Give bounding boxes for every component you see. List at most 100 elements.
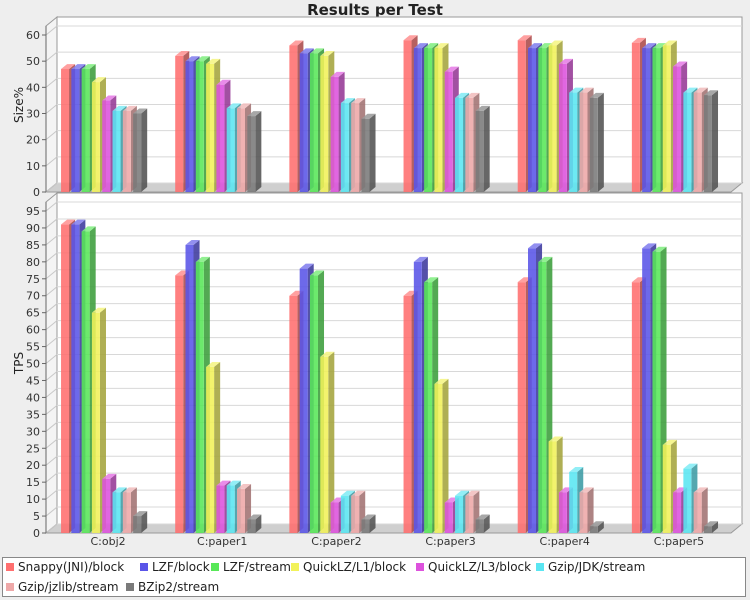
chart-title: Results per Test [307,1,443,19]
legend-label: Gzip/JDK/stream [548,560,646,574]
legend-item: QuickLZ/L3/block [416,560,531,574]
grid-line-side [45,218,58,229]
y-tick-label: 35 [26,408,40,421]
y-tick-label: 0 [33,527,40,540]
bar-quicklz-l1-block-3 [434,378,449,533]
bar-bzip2-stream-4 [589,521,604,533]
grid-line-side [45,506,58,517]
legend-label: BZip2/stream [138,580,220,594]
y-tick-label: 30 [26,425,40,438]
category-label: C:paper3 [425,535,475,548]
y-tick-label: 15 [26,476,40,489]
y-tick-label: 30 [26,108,40,121]
bar-gzip-jzlib-stream-5 [693,487,708,533]
grid-line-side [45,201,58,212]
grid-line-side [45,404,58,415]
bar-bzip2-stream-2 [361,113,376,192]
y-tick-label: 50 [26,55,40,68]
bar-bzip2-stream-5 [703,90,719,192]
legend-swatch [416,563,424,571]
bar-bzip2-stream-3 [475,514,490,533]
grid-line-side [45,388,58,398]
bar-bzip2-stream-2 [361,514,376,533]
grid-line-side [45,455,58,466]
bar-bzip2-stream-5 [703,521,719,533]
y-tick-label: 20 [26,459,40,472]
bar-gzip-jzlib-stream-4 [579,487,594,533]
legend-label: QuickLZ/L3/block [428,560,532,574]
y-tick-label: 5 [33,510,40,523]
grid-line-side [45,286,58,297]
size-panel: 0 10 20 30 40 50 60 Size% [12,15,744,199]
legend-label: LZF/stream [223,560,291,574]
bar-bzip2-stream-4 [589,92,604,192]
y-tick-label: 10 [26,160,40,173]
legend-label: QuickLZ/L1/block [303,560,407,574]
y-tick-label: 50 [26,358,40,371]
bar-bzip2-stream-0 [133,511,148,533]
y-tick-label: 75 [26,273,40,286]
y-tick-label: 25 [26,442,40,455]
plot-back-wall [56,16,743,184]
y-axis-label: TPS [12,352,26,375]
y-tick-label: 60 [26,29,40,42]
legend-swatch [126,583,134,591]
grid-line-side [45,320,58,331]
y-tick-label: 85 [26,239,40,252]
y-tick-label: 20 [26,134,40,147]
legend-item: Snappy(JNI)/block [6,560,124,574]
bar-bzip2-stream-1 [247,111,262,192]
grid-line-side [45,51,58,62]
category-label: C:obj2 [91,535,126,548]
bar-bzip2-stream-0 [133,108,148,192]
bar-quicklz-l1-block-0 [91,307,106,533]
plot-back-wall [56,192,743,525]
y-tick-label: 40 [26,391,40,404]
legend-label: LZF/block [152,560,210,574]
bar-quicklz-l1-block-2 [320,351,335,533]
grid-line-side [45,371,58,381]
legend-item: Gzip/jzlib/stream [6,580,119,594]
grid-line-side [45,354,58,364]
grid-line-side [45,252,58,263]
grid-line-side [45,269,58,280]
category-label: C:paper5 [654,535,704,548]
legend-swatch [6,563,14,571]
legend-label: Gzip/jzlib/stream [18,580,119,594]
legend: Snappy(JNI)/block LZF/block LZF/stream Quic… [2,557,746,597]
chart-canvas: Results per Test 0 10 20 30 40 50 60 Size% 0 5 10… [12,1,744,548]
y-axis-label: Size% [12,87,26,123]
grid-line-side [45,182,58,193]
bar-bzip2-stream-3 [475,105,490,192]
legend-item: Gzip/JDK/stream [536,560,645,574]
legend-item: LZF/block [140,560,210,574]
category-axis: C:obj2 C:paper1 C:paper2 C:paper3 C:paper4 C:… [91,535,705,548]
y-tick-label: 10 [26,493,40,506]
grid-line-side [45,337,58,347]
legend-item: BZip2/stream [126,580,219,594]
plot-side-wall [45,15,58,194]
bar-bzip2-stream-1 [247,514,262,533]
y-tick-label: 90 [26,222,40,235]
legend-swatch [211,563,219,571]
legend-swatch [291,563,299,571]
grid-line-side [45,523,58,534]
grid-line-side [45,104,58,114]
grid-line-side [45,303,58,314]
grid-line-side [45,235,58,246]
category-label: C:paper1 [197,535,247,548]
y-tick-label: 70 [26,290,40,303]
category-label: C:paper2 [311,535,361,548]
legend-item: QuickLZ/L1/block [291,560,406,574]
legend-swatch [6,583,14,591]
legend-item: LZF/stream [211,560,291,574]
grid-line-side [45,156,58,167]
category-label: C:paper4 [540,535,590,548]
grid-line-side [45,421,58,432]
legend-swatch [140,563,148,571]
legend-label: Snappy(JNI)/block [18,560,125,574]
grid-line-side [45,130,58,141]
tps-panel: 0 5 10 15 20 25 30 35 40 45 50 55 60 65 70 75 80 85 90 95 TP… [12,191,744,540]
y-tick-label: 45 [26,374,40,387]
y-tick-label: 95 [26,205,40,218]
